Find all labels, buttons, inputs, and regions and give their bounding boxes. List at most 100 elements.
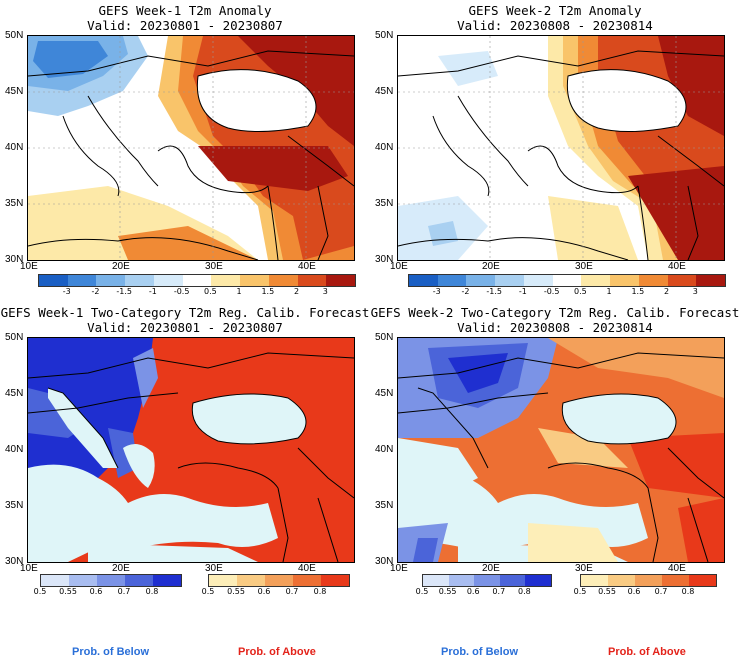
colorbar-tick-label: 1 — [606, 287, 612, 296]
colorbar-tick-label: 0.55 — [438, 587, 457, 596]
colorbar-segment — [97, 575, 125, 586]
panel-week2-anomaly: GEFS Week-2 T2m Anomaly Valid: 20230808 … — [370, 0, 740, 300]
colorbar-segment — [437, 275, 467, 286]
colorbar-tick-label: -3 — [62, 287, 71, 296]
lat-label: 45N — [5, 86, 24, 97]
colorbar-segment — [423, 575, 449, 586]
lat-label: 35N — [375, 500, 394, 511]
colorbar-tick-label: 0.5 — [573, 287, 587, 296]
probability-map-week1 — [27, 337, 355, 563]
colorbar-segment — [326, 275, 356, 286]
prob-below-label: Prob. of Below — [441, 646, 518, 658]
colorbar-segment — [667, 275, 697, 286]
probability-map-week2 — [397, 337, 725, 563]
lon-label: 40E — [668, 261, 686, 272]
lat-label: 40N — [5, 444, 24, 455]
lat-label: 30N — [375, 254, 394, 265]
lon-label: 40E — [668, 563, 686, 574]
colorbar-segment — [638, 275, 668, 286]
lon-label: 20E — [482, 261, 500, 272]
colorbar-segment — [696, 275, 726, 286]
lat-label: 35N — [375, 198, 394, 209]
lon-label: 20E — [112, 261, 130, 272]
colorbar-tick-label: -2 — [91, 287, 100, 296]
lat-label: 40N — [5, 142, 24, 153]
colorbar-tick-label: 3 — [692, 287, 698, 296]
lat-label: 50N — [5, 30, 24, 41]
colorbar-tick-label: 0.55 — [59, 587, 77, 596]
colorbar-segment — [41, 575, 69, 586]
lon-label: 20E — [482, 563, 500, 574]
anomaly-colorbar — [408, 274, 726, 287]
lon-label: 10E — [390, 261, 408, 272]
lat-label: 50N — [5, 332, 24, 343]
panel-week1-probability: GEFS Week-1 Two-Category T2m Reg. Calib.… — [0, 300, 370, 662]
colorbar-segment — [297, 275, 327, 286]
colorbar-tick-label: 0.6 — [627, 587, 641, 596]
colorbar-tick-label: 0.8 — [518, 587, 531, 596]
colorbar-tick-label: 0.5 — [203, 287, 217, 296]
colorbar-tick-label: 0.6 — [89, 587, 103, 596]
above-colorbar — [208, 574, 350, 587]
colorbar-segment — [39, 275, 68, 286]
colorbar-tick-label: 0.5 — [415, 587, 429, 596]
lon-label: 40E — [298, 563, 316, 574]
colorbar-segment — [523, 275, 553, 286]
colorbar-segment — [662, 575, 689, 586]
lat-label: 30N — [5, 556, 24, 567]
panel-week1-anomaly: GEFS Week-1 T2m Anomaly Valid: 20230801 … — [0, 0, 370, 300]
colorbar-tick-label: 2 — [293, 287, 300, 296]
colorbar-tick-label: 0.7 — [285, 587, 299, 596]
colorbar-segment — [265, 575, 293, 586]
panel-title: GEFS Week-2 Two-Category T2m Reg. Calib.… — [370, 305, 740, 320]
colorbar-tick-label: 1 — [236, 287, 242, 296]
lat-label: 45N — [375, 388, 394, 399]
panel-valid-dates: Valid: 20230808 - 20230814 — [457, 320, 653, 335]
colorbar-segment — [67, 275, 97, 286]
colorbar-segment — [525, 575, 551, 586]
colorbar-tick-label: -3 — [432, 287, 441, 296]
colorbar-segment — [499, 575, 526, 586]
anomaly-colorbar — [38, 274, 356, 287]
colorbar-segment — [211, 275, 241, 286]
colorbar-tick-label: -1.5 — [116, 287, 132, 296]
lon-label: 30E — [205, 261, 223, 272]
anomaly-colorbar-labels: -3 -2 -1.5 -1 -0.5 0.5 1 1.5 2 3 — [408, 287, 724, 297]
lon-label: 10E — [20, 261, 38, 272]
lat-label: 45N — [375, 86, 394, 97]
colorbar-tick-label: 1.5 — [261, 287, 275, 296]
colorbar-tick-label: 0.8 — [681, 587, 695, 596]
colorbar-tick-label: 0.7 — [654, 587, 668, 596]
colorbar-segment — [608, 575, 635, 586]
colorbar-tick-label: 0.6 — [466, 587, 480, 596]
colorbar-segment — [321, 575, 349, 586]
above-colorbar-labels: 0.5 0.55 0.6 0.7 0.8 — [202, 587, 348, 597]
below-colorbar-labels: 0.5 0.55 0.6 0.7 0.8 — [34, 587, 180, 597]
colorbar-segment — [182, 275, 212, 286]
lon-label: 40E — [298, 261, 316, 272]
lat-label: 40N — [375, 142, 394, 153]
prob-above-label: Prob. of Above — [608, 646, 686, 658]
colorbar-segment — [209, 575, 237, 586]
colorbar-segment — [495, 275, 524, 286]
colorbar-tick-label: 0.7 — [492, 587, 506, 596]
colorbar-tick-label: -0.5 — [543, 287, 560, 296]
above-colorbar — [580, 574, 717, 587]
colorbar-tick-label: -1.5 — [486, 287, 502, 296]
lat-label: 30N — [5, 254, 24, 265]
colorbar-segment — [69, 575, 97, 586]
colorbar-segment — [581, 575, 608, 586]
colorbar-segment — [466, 275, 496, 286]
colorbar-tick-label: 0.5 — [33, 587, 47, 596]
colorbar-segment — [125, 275, 154, 286]
colorbar-tick-label: -1 — [518, 287, 527, 296]
colorbar-segment — [689, 575, 716, 586]
colorbar-tick-label: 0.7 — [117, 587, 131, 596]
colorbar-tick-label: -1 — [148, 287, 157, 296]
below-colorbar — [422, 574, 552, 587]
lon-label: 10E — [20, 563, 38, 574]
colorbar-tick-label: 0.8 — [145, 587, 159, 596]
prob-below-label: Prob. of Below — [72, 646, 149, 658]
panel-valid-dates: Valid: 20230801 - 20230807 — [87, 18, 283, 33]
lon-label: 20E — [112, 563, 130, 574]
